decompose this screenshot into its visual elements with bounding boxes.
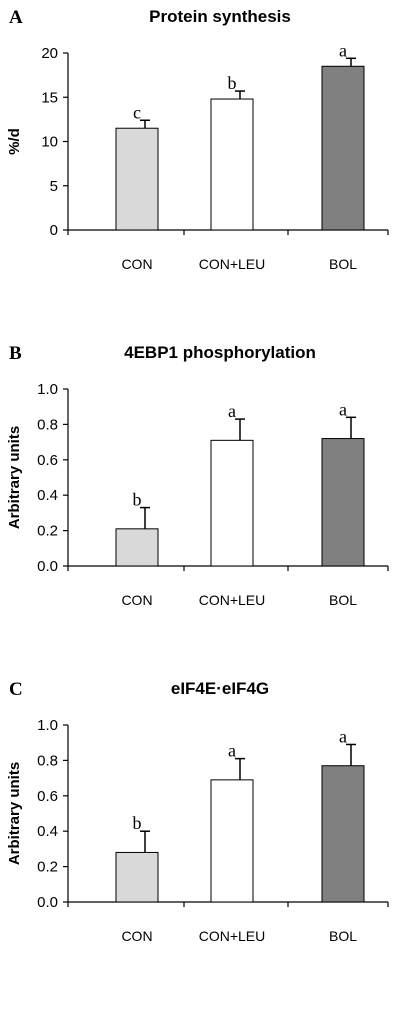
bar-con-leu	[210, 439, 254, 567]
y-tick-label: 0.2	[37, 523, 58, 540]
panel-letter: C	[9, 679, 23, 700]
significance-label: b	[133, 490, 142, 510]
y-tick-label: 10	[41, 134, 58, 151]
chart-panel-a: A Protein synthesis %/d 0 5 10 15 20 c CON b CON+LE…	[0, 0, 400, 330]
significance-label: a	[228, 401, 236, 421]
y-tick-label: 0.0	[37, 894, 58, 911]
chart-svg: A Protein synthesis %/d 0 5 10 15 20 c CON b CON+LE…	[6, 7, 389, 272]
y-tick-label: 5	[50, 178, 58, 195]
category-label: CON+LEU	[199, 592, 266, 608]
significance-label: b	[228, 73, 237, 93]
y-tick-label: 20	[41, 45, 58, 62]
y-tick-label: 1.0	[37, 381, 58, 398]
bar-con	[115, 127, 159, 231]
y-tick-label: 0.6	[37, 788, 58, 805]
y-tick-label: 15	[41, 89, 58, 106]
chart-title: eIF4E·eIF4G	[171, 679, 269, 698]
y-axis-label: Arbitrary units	[6, 762, 23, 865]
panel-letter: B	[9, 343, 22, 364]
y-tick-label: 0.6	[37, 452, 58, 469]
bar-bol	[321, 438, 365, 567]
y-tick-label: 0.4	[37, 487, 58, 504]
y-tick-label: 0.4	[37, 823, 58, 840]
bar-con	[115, 851, 159, 903]
significance-label: a	[339, 726, 347, 746]
significance-label: a	[339, 40, 347, 60]
y-axis-label: %/d	[6, 128, 23, 155]
chart-svg: B 4EBP1 phosphorylation Arbitrary units 0.0…	[6, 343, 389, 608]
bar-con-leu	[210, 98, 254, 231]
y-tick-label: 0.0	[37, 558, 58, 575]
chart-title: 4EBP1 phosphorylation	[124, 343, 316, 362]
category-label: CON+LEU	[199, 256, 266, 272]
bar-bol	[321, 65, 365, 231]
significance-label: a	[228, 741, 236, 761]
chart-panel-b: B 4EBP1 phosphorylation Arbitrary units 0.0…	[0, 336, 400, 666]
bar-con-leu	[210, 779, 254, 903]
y-tick-label: 0.8	[37, 416, 58, 433]
category-label: CON+LEU	[199, 928, 266, 944]
category-label: BOL	[329, 256, 357, 272]
bar-con	[115, 528, 159, 567]
category-label: BOL	[329, 592, 357, 608]
category-label: BOL	[329, 928, 357, 944]
significance-label: a	[339, 399, 347, 419]
significance-label: c	[133, 102, 141, 122]
category-label: CON	[121, 256, 152, 272]
y-tick-label: 0.2	[37, 859, 58, 876]
chart-title: Protein synthesis	[149, 7, 291, 26]
panel-letter: A	[9, 7, 23, 28]
y-tick-label: 0	[50, 222, 58, 239]
y-axis-label: Arbitrary units	[6, 426, 23, 529]
y-tick-label: 1.0	[37, 717, 58, 734]
category-label: CON	[121, 592, 152, 608]
y-tick-label: 0.8	[37, 752, 58, 769]
significance-label: b	[133, 813, 142, 833]
bar-bol	[321, 765, 365, 903]
category-label: CON	[121, 928, 152, 944]
